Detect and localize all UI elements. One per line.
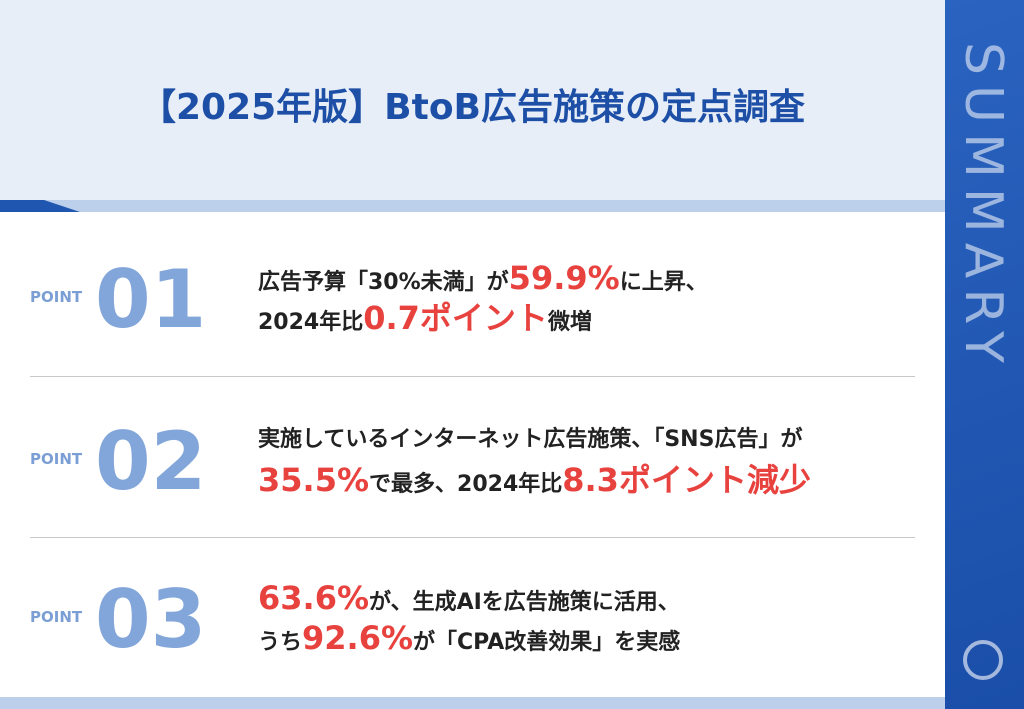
highlight: 63.6%: [258, 579, 370, 617]
point: POINT 01 広告予算「30%未満」が59.9%に上昇、 2024年比0.7ポイン…: [0, 238, 945, 358]
band: [0, 200, 945, 212]
highlight: 8.3ポイント減少: [562, 461, 811, 499]
icon: [963, 640, 1003, 680]
point: POINT 02 実施しているインターネット広告施策、「SNS広告」が 35.5%で最…: [0, 400, 945, 520]
text: 微増: [547, 310, 592, 335]
text-line: 2024年比0.7ポイント微増: [258, 298, 708, 338]
point-label: POINT: [30, 450, 83, 468]
sidebar: SUMMARY: [945, 0, 1024, 709]
text-line: 35.5%で最多、2024年比8.3ポイント減少: [258, 460, 811, 500]
side-label: SUMMARY: [953, 42, 1013, 373]
title: 【2025年版】BtoB広告施策の定点調査: [139, 87, 806, 128]
point-number: 01: [95, 253, 207, 346]
text: 広告予算「30%未満」が: [258, 270, 509, 295]
point-text: 63.6%が、生成AIを広告施策に活用、 うち92.6%が「CPA改善効果」を実感: [258, 578, 680, 658]
text: 2024年比: [258, 310, 364, 335]
panel: [0, 212, 945, 697]
header-bg: [0, 0, 945, 200]
text: 実施しているインターネット広告施策、「SNS広告」が: [258, 427, 803, 452]
highlight: 92.6%: [302, 619, 414, 657]
text: で最多、2024年比: [369, 472, 563, 497]
text-line: 実施しているインターネット広告施策、「SNS広告」が: [258, 420, 811, 460]
bottom-band: [0, 697, 945, 709]
text: うち: [258, 630, 303, 655]
text: に上昇、: [619, 270, 708, 295]
text: が、生成AIを広告施策に活用、: [369, 590, 680, 615]
point-text: 広告予算「30%未満」が59.9%に上昇、 2024年比0.7ポイント微増: [258, 258, 708, 338]
point: POINT 03 63.6%が、生成AIを広告施策に活用、 うち92.6%が「CPA改…: [0, 558, 945, 678]
text-line: 63.6%が、生成AIを広告施策に活用、: [258, 578, 680, 618]
text-line: 広告予算「30%未満」が59.9%に上昇、: [258, 258, 708, 298]
point-label: POINT: [30, 608, 83, 626]
point-label: POINT: [30, 288, 83, 306]
point-text: 実施しているインターネット広告施策、「SNS広告」が 35.5%で最多、2024年…: [258, 420, 811, 500]
text-line: うち92.6%が「CPA改善効果」を実感: [258, 618, 680, 658]
point-number: 02: [95, 415, 207, 508]
separator: [30, 376, 915, 377]
point-number: 03: [95, 573, 207, 666]
separator: [30, 537, 915, 538]
highlight: 35.5%: [258, 461, 370, 499]
text: が「CPA改善効果」を実感: [413, 630, 681, 655]
highlight: 59.9%: [508, 259, 620, 297]
highlight: 0.7ポイント: [363, 299, 548, 337]
